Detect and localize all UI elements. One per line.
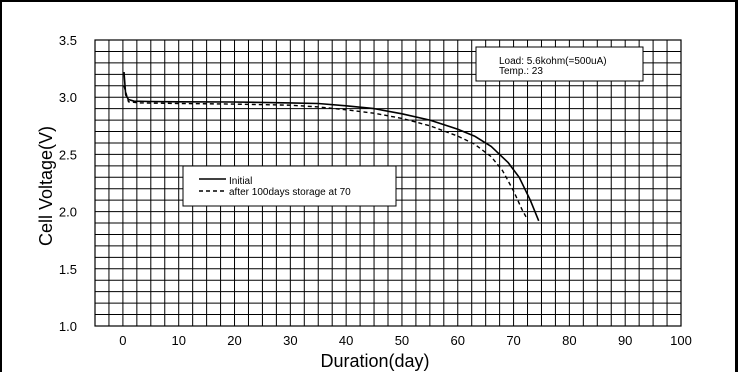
legend: Initial after 100days storage at 70 (182, 165, 397, 207)
x-tick-label: 80 (562, 333, 576, 348)
legend-label-initial: Initial (229, 176, 252, 187)
series-layer (123, 71, 540, 222)
series-line-after-storage (123, 85, 529, 220)
x-tick-label: 40 (339, 333, 353, 348)
x-tick-label: 20 (227, 333, 241, 348)
x-axis-title: Duration(day) (320, 351, 429, 371)
load-label: Load: 5.6kohm(=500uA) (499, 56, 607, 67)
y-tick-label: 1.0 (59, 319, 77, 334)
conditions-note: Load: 5.6kohm(=500uA) Temp.: 23 (475, 46, 644, 82)
y-tick-label: 2.0 (59, 205, 77, 220)
x-tick-label: 0 (119, 333, 126, 348)
legend-box (182, 165, 397, 207)
x-tick-label: 70 (506, 333, 520, 348)
x-tick-label: 30 (283, 333, 297, 348)
axes: 0 10 20 30 40 50 60 70 80 90 100 1.0 1.5 2.0 2.5 3.0 3.5 (59, 33, 692, 348)
y-tick-label: 2.5 (59, 147, 77, 162)
series-line-initial (123, 71, 540, 222)
temp-label: Temp.: 23 (499, 66, 543, 77)
y-tick-label: 3.5 (59, 33, 77, 48)
x-tick-label: 100 (670, 333, 692, 348)
y-axis-title: Cell Voltage(V) (36, 126, 56, 246)
x-tick-label: 10 (171, 333, 185, 348)
y-tick-label: 1.5 (59, 262, 77, 277)
x-tick-label: 60 (451, 333, 465, 348)
legend-label-storage: after 100days storage at 70 (229, 187, 351, 198)
x-tick-label: 90 (618, 333, 632, 348)
y-tick-label: 3.0 (59, 90, 77, 105)
x-tick-label: 50 (395, 333, 409, 348)
plot-border (94, 39, 682, 327)
conditions-box (475, 46, 644, 82)
